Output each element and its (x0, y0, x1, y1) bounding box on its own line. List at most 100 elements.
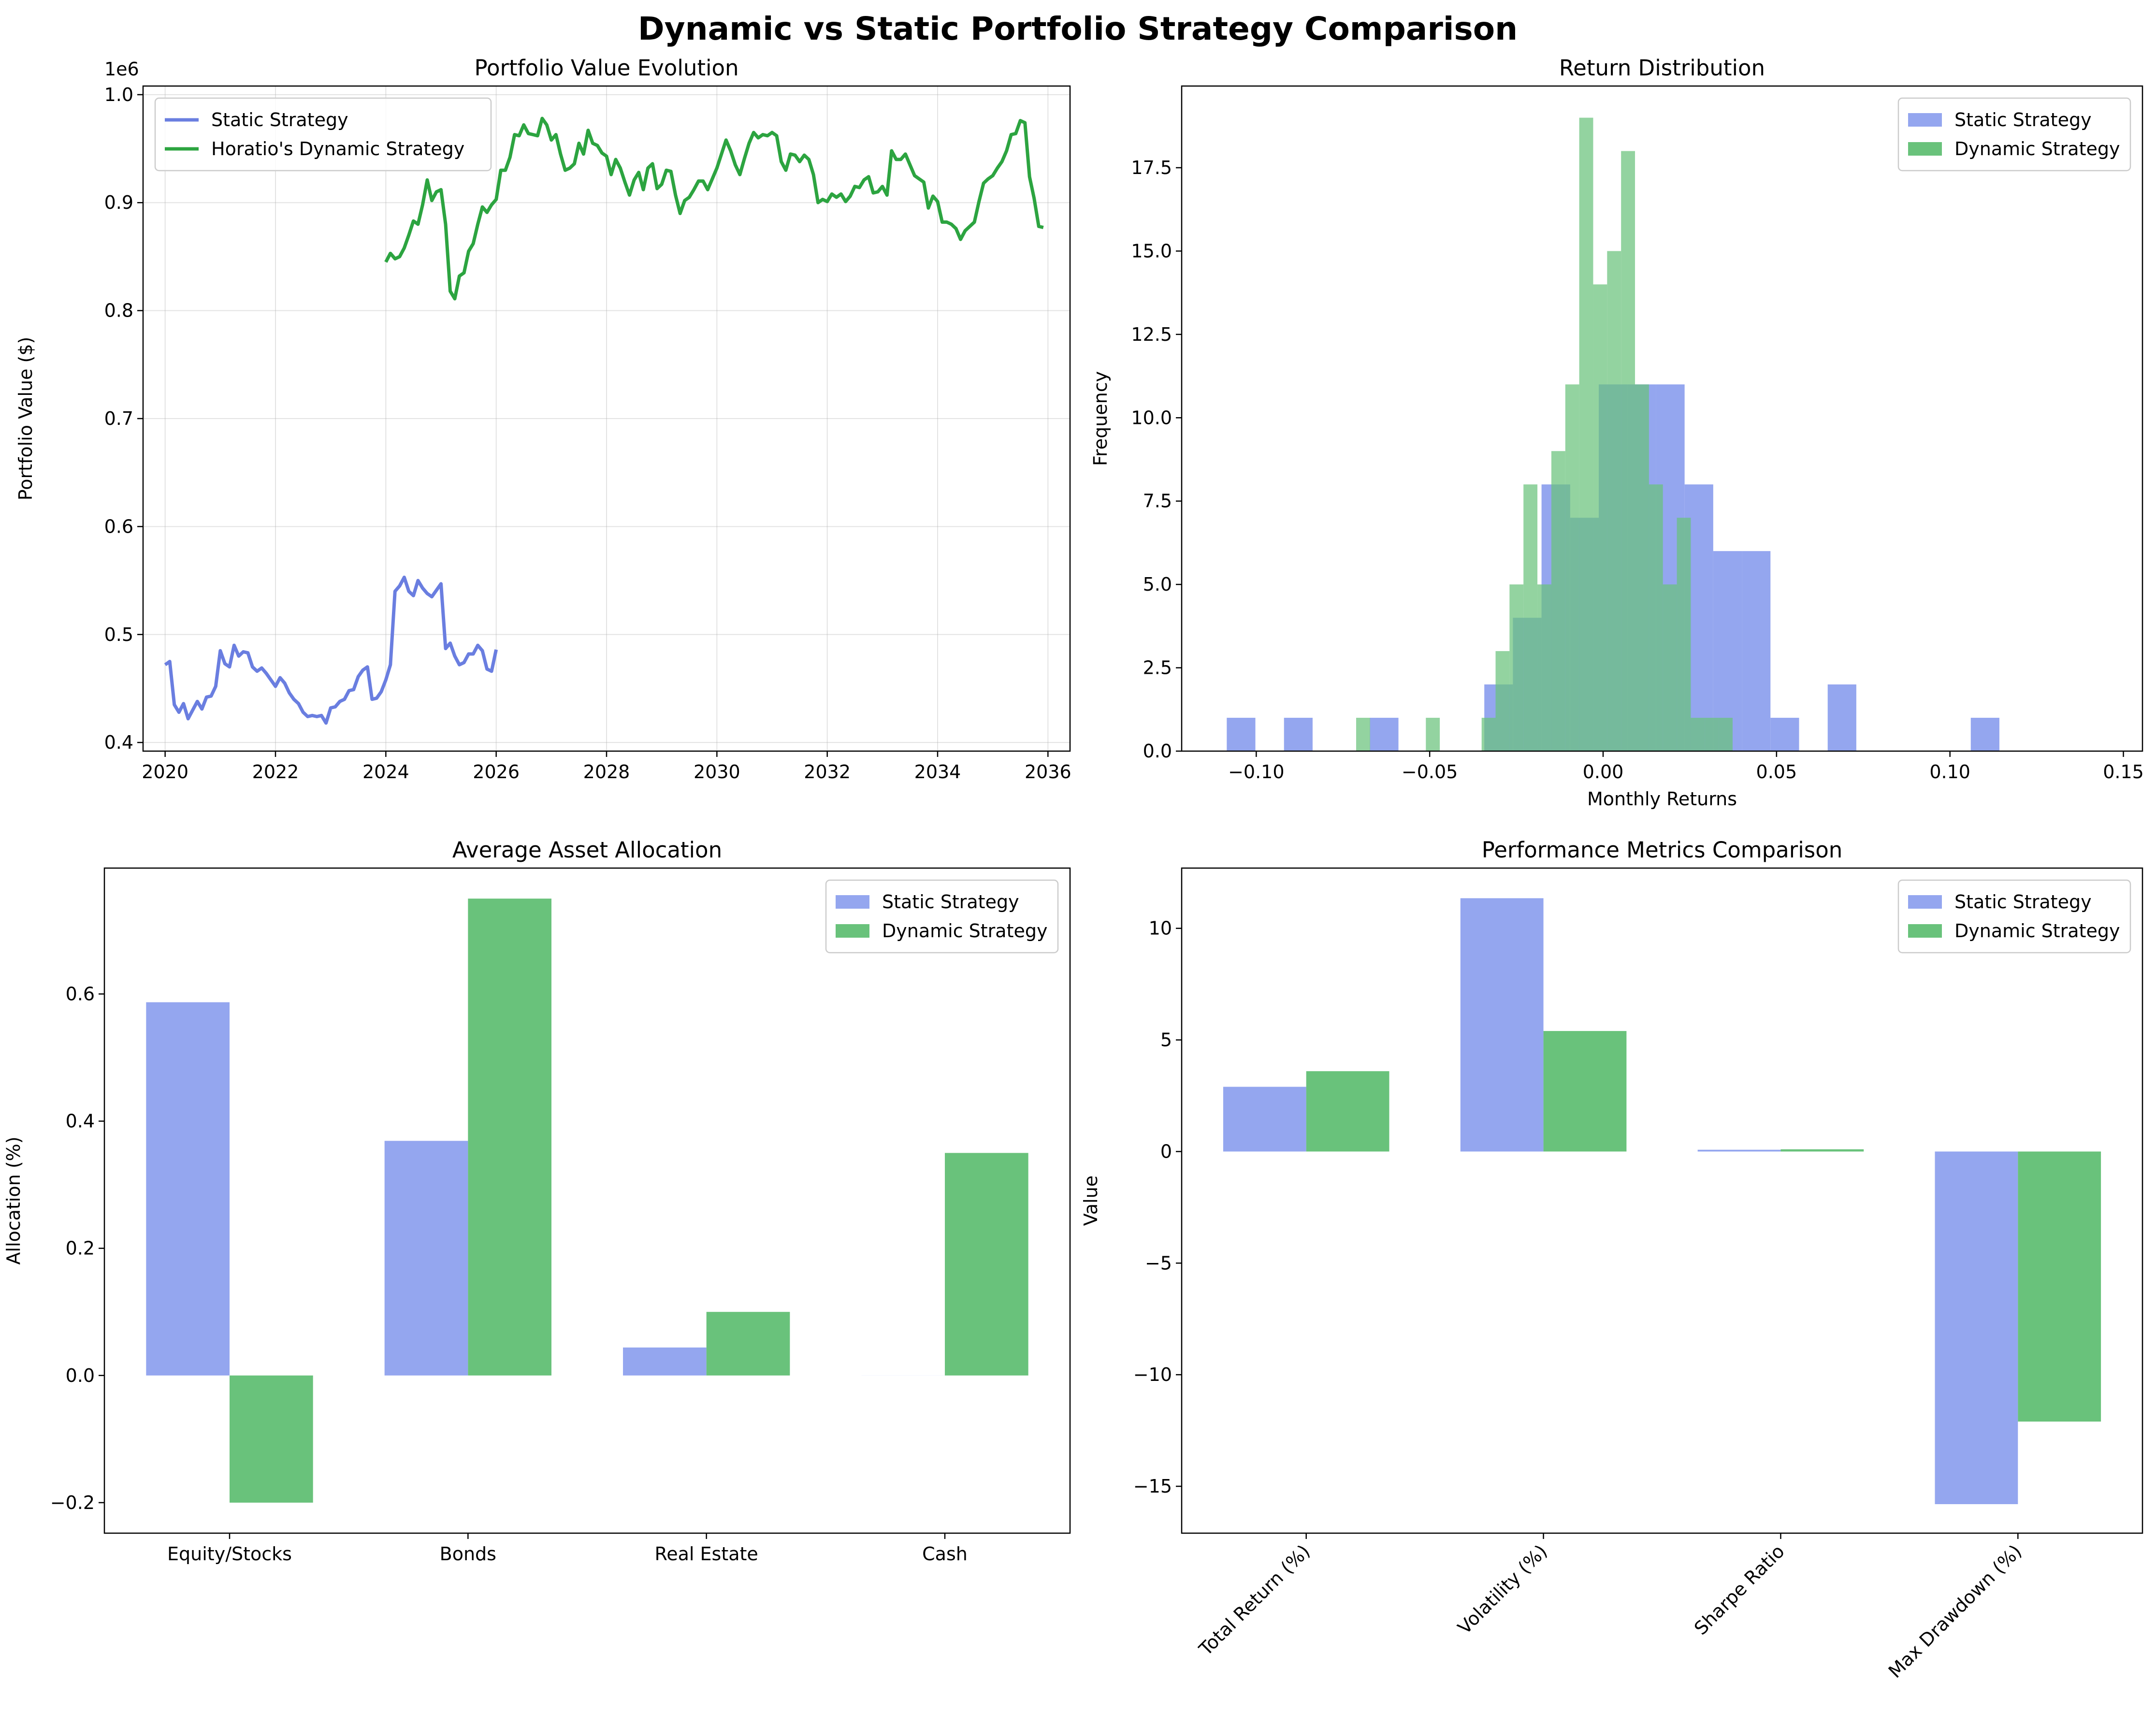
y-tick-label: 0.2 (66, 1238, 95, 1259)
x-tick-label: −0.05 (1402, 761, 1458, 783)
x-tick-label: 2022 (252, 761, 299, 783)
histogram-bar (1691, 718, 1705, 751)
x-tick-label: 2020 (142, 761, 188, 783)
bar (945, 1153, 1028, 1376)
legend-swatch (1908, 924, 1942, 938)
y-tick-label: 0.4 (104, 732, 133, 753)
legend-swatch (1908, 895, 1942, 909)
y-tick-label: 0.7 (104, 408, 133, 429)
legend-0: Static Strategy Horatio's Dynamic Strateg… (154, 97, 492, 172)
y-tick-label: 10.0 (1131, 407, 1172, 428)
x-tick-label: Volatility (%) (1454, 1540, 1551, 1638)
bar (230, 1375, 313, 1503)
histogram-bar (1495, 651, 1510, 751)
y-tick-label: 0.0 (66, 1365, 95, 1386)
bar (1935, 1151, 2018, 1504)
x-tick-label: 2034 (914, 761, 961, 783)
histogram-bar (1970, 718, 1999, 751)
legend-label: Static Strategy (211, 109, 348, 131)
histogram-bar (1579, 117, 1593, 751)
histogram-bar (1370, 718, 1399, 751)
legend-label: Static Strategy (882, 891, 1019, 913)
histogram-bar (1284, 718, 1313, 751)
bar (623, 1347, 707, 1376)
y-tick-label: 0 (1160, 1141, 1172, 1162)
x-tick-label: Equity/Stocks (167, 1543, 292, 1565)
histogram-bar (1663, 584, 1677, 751)
panel-title-3: Performance Metrics Comparison (1482, 837, 1843, 863)
y-tick-label: 5.0 (1143, 574, 1172, 595)
x-tick-label: 2030 (694, 761, 740, 783)
y-offset-label: 1e6 (104, 58, 139, 80)
y-tick-label: 0.8 (104, 300, 133, 321)
plot-frame-2 (103, 867, 1071, 1534)
y-tick-label: 2.5 (1143, 657, 1172, 679)
y-tick-label: −0.2 (50, 1492, 95, 1513)
y-tick-label: 0.6 (66, 983, 95, 1004)
histogram-bar (1677, 518, 1691, 751)
y-tick-label: −10 (1133, 1364, 1172, 1385)
y-tick-label: 17.5 (1131, 157, 1172, 178)
legend-swatch (1908, 113, 1942, 127)
bar (706, 1312, 790, 1376)
legend-1: Static Strategy Dynamic Strategy (1897, 97, 2131, 172)
y-tick-label: 15.0 (1131, 240, 1172, 261)
bar-series-dynamic (1306, 1031, 2101, 1422)
histogram-bar (1426, 718, 1440, 751)
histogram-bar (1635, 384, 1649, 751)
panel-title-0: Portfolio Value Evolution (474, 55, 738, 81)
y-tick-label: 12.5 (1131, 324, 1172, 345)
bar-series-dynamic (230, 899, 1028, 1503)
bar (384, 1141, 468, 1376)
legend-2: Static Strategy Dynamic Strategy (825, 879, 1059, 954)
x-tick-label: 2024 (362, 761, 409, 783)
histogram-bar (1621, 151, 1635, 752)
histogram-bar (1649, 484, 1663, 751)
bar (1697, 1149, 1781, 1152)
y-tick-label: 0.4 (66, 1111, 95, 1132)
plot-frame-0 (142, 85, 1071, 752)
y-tick-label: 0.5 (104, 624, 133, 645)
y-tick-label: 1.0 (104, 84, 133, 105)
y-tick-label: 0.9 (104, 192, 133, 213)
x-tick-label: 0.10 (1929, 761, 1970, 783)
y-tick-label: 10 (1149, 918, 1172, 939)
legend-swatch (836, 895, 869, 909)
bar (1543, 1031, 1627, 1152)
x-tick-label: Max Drawdown (%) (1884, 1540, 2026, 1682)
legend-label: Horatio's Dynamic Strategy (211, 138, 464, 160)
histogram-bar (1356, 718, 1370, 751)
panel-title-2: Average Asset Allocation (452, 837, 722, 863)
bar (2018, 1151, 2101, 1422)
x-tick-label: 0.15 (2103, 761, 2144, 783)
bar (1223, 1087, 1306, 1152)
y-tick-label: −15 (1133, 1476, 1172, 1497)
figure-title: Dynamic vs Static Portfolio Strategy Com… (638, 10, 1518, 47)
x-tick-label: 2036 (1025, 761, 1071, 783)
histogram-bar (1481, 718, 1496, 751)
bar-series-static (146, 1002, 945, 1376)
y-tick-label: 0.0 (1143, 740, 1172, 762)
legend-box (825, 879, 1059, 954)
x-tick-label: 2026 (473, 761, 520, 783)
histogram-bar (1770, 718, 1799, 751)
plot-frame-3 (1181, 867, 2143, 1534)
histogram-bar (1551, 451, 1565, 751)
y-tick-label: 7.5 (1143, 491, 1172, 512)
legend-box (154, 97, 492, 172)
legend-label: Static Strategy (1954, 891, 2092, 913)
histogram-bar (1593, 284, 1607, 751)
histogram-bar (1705, 718, 1719, 751)
series-line-dynamic (384, 116, 1044, 301)
y-axis-label-0: Portfolio Value ($) (15, 337, 36, 501)
x-tick-label: Total Return (%) (1195, 1540, 1314, 1660)
legend-label: Static Strategy (1954, 109, 2092, 131)
legend-label: Dynamic Strategy (882, 920, 1047, 942)
legend-swatch (1908, 142, 1942, 156)
x-tick-label: 0.00 (1583, 761, 1624, 783)
legend-box (1897, 97, 2131, 172)
histogram-static (1227, 384, 1999, 751)
legend-label: Dynamic Strategy (1954, 920, 2120, 942)
bar (1460, 898, 1544, 1152)
